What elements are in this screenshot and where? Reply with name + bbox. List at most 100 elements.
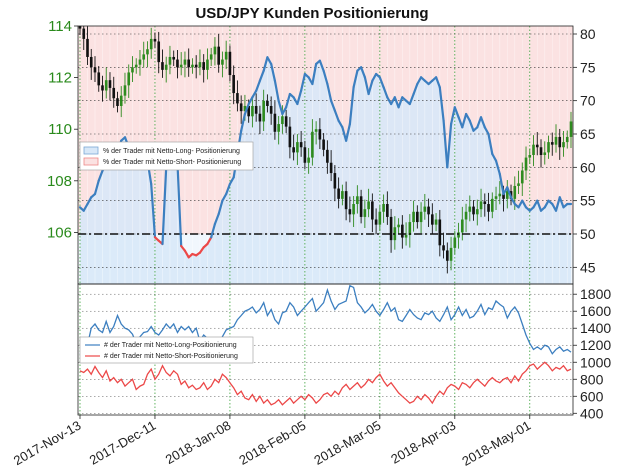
left-axis-tick-label: 106 [47, 224, 72, 241]
price-candle-body [352, 204, 355, 215]
price-candle-body [307, 157, 310, 163]
price-candle-body [337, 188, 340, 199]
price-candle-body [134, 64, 138, 68]
price-candle-body [532, 144, 535, 155]
price-candle-body [524, 157, 528, 171]
price-candle-body [378, 211, 382, 225]
price-candle-body [138, 59, 142, 65]
long-percent-segment [408, 92, 415, 106]
x-axis-tick-label: 2018-Mar-05 [311, 418, 383, 468]
price-candle-body [562, 142, 565, 148]
price-candle-body [251, 105, 254, 117]
right-axis-top-tick-label: 75 [580, 59, 596, 75]
price-candle-body [288, 126, 292, 148]
price-candle-body [326, 149, 329, 163]
long-percent-segment [435, 76, 441, 89]
price-candle-body [303, 147, 307, 163]
price-candle-body [431, 214, 434, 225]
long-percent-segment [558, 196, 565, 209]
long-percent-segment [82, 202, 89, 212]
x-axis-tick-label: 2018-Apr-03 [388, 418, 458, 467]
price-candle-body [401, 224, 404, 238]
price-candle-body [187, 59, 191, 68]
long-percent-segment [281, 106, 288, 116]
long-percent-segment [330, 99, 336, 112]
left-axis-ticks: 106 108 110 112 114 [47, 18, 78, 241]
price-candle-body [341, 191, 344, 199]
price-candle-body [127, 72, 131, 86]
long-percent-segment [333, 109, 340, 122]
price-candle-body [374, 219, 378, 225]
price-candle-body [194, 64, 198, 68]
price-candle-body [535, 144, 539, 148]
price-candle-body [281, 116, 284, 125]
long-percent-segment [206, 236, 213, 246]
long-percent-segment [476, 116, 483, 129]
price-candle-body [183, 59, 187, 65]
price-candle-body [254, 105, 258, 114]
long-percent-segment [258, 69, 265, 82]
long-percent-segment [210, 222, 216, 239]
long-percent-area [80, 57, 571, 284]
price-candle-body [202, 62, 205, 70]
price-candle-body [221, 59, 224, 65]
price-candle-body [446, 250, 449, 261]
net-short-count-line [79, 361, 572, 406]
top-legend-box [79, 141, 254, 171]
top-legend: % der Trader mit Netto-Long- Positionier… [79, 141, 254, 171]
price-candle-body [161, 62, 164, 70]
right-axis-top-tick-label: 45 [580, 259, 596, 275]
long-percent-segment [461, 112, 468, 129]
price-candle-body [209, 54, 213, 60]
price-candle-body [554, 136, 558, 145]
left-axis-tick-label: 112 [48, 70, 72, 87]
price-candle-body [89, 56, 93, 68]
price-candle-body [442, 245, 445, 251]
price-candle-body [296, 142, 299, 153]
price-candle-body [224, 51, 228, 60]
x-axis-tick-label: 2017-Nov-13 [11, 418, 84, 469]
price-candle-body [179, 64, 183, 68]
long-percent-segment [371, 72, 378, 82]
price-candle-body [475, 209, 479, 215]
price-candle-body [258, 113, 262, 122]
price-candle-body [228, 51, 232, 76]
price-candle-body [483, 201, 487, 205]
long-percent-segment [161, 166, 168, 246]
long-percent-segment [150, 182, 157, 239]
price-candle-body [363, 209, 367, 217]
price-candle-body [434, 219, 438, 225]
legend-short-swatch [83, 157, 99, 166]
price-candle-body [123, 85, 127, 96]
price-candle-body [487, 204, 490, 212]
long-percent-segment [296, 89, 303, 106]
right-axis-bottom-tick-label: 1200 [580, 337, 611, 353]
price-candle-body [419, 211, 423, 223]
long-percent-segment [536, 199, 543, 212]
price-candle-body [232, 75, 235, 94]
price-candle-body [457, 232, 460, 238]
long-percent-segment [337, 119, 344, 129]
price-candle-body [168, 56, 172, 65]
price-candle-body [558, 136, 562, 148]
price-candle-body [517, 183, 520, 186]
price-candle-body [213, 46, 217, 55]
long-percent-segment [217, 199, 224, 216]
price-candle-body [131, 67, 134, 73]
price-candle-body [93, 67, 97, 73]
price-candle-body [550, 142, 554, 145]
price-candle-body [206, 59, 209, 70]
price-candle-body [528, 155, 532, 158]
right-axis-top-ticks: 45 50 55 60 65 70 75 80 [573, 26, 596, 275]
long-percent-segment [360, 66, 366, 79]
price-candle-body [539, 147, 543, 155]
long-percent-segment [266, 56, 273, 66]
price-candle-body [371, 201, 374, 220]
long-percent-segment [506, 186, 513, 199]
price-candle-body [153, 38, 157, 42]
price-candle-body [239, 103, 243, 112]
price-candle-body [520, 170, 524, 184]
price-candle-body [266, 100, 269, 106]
